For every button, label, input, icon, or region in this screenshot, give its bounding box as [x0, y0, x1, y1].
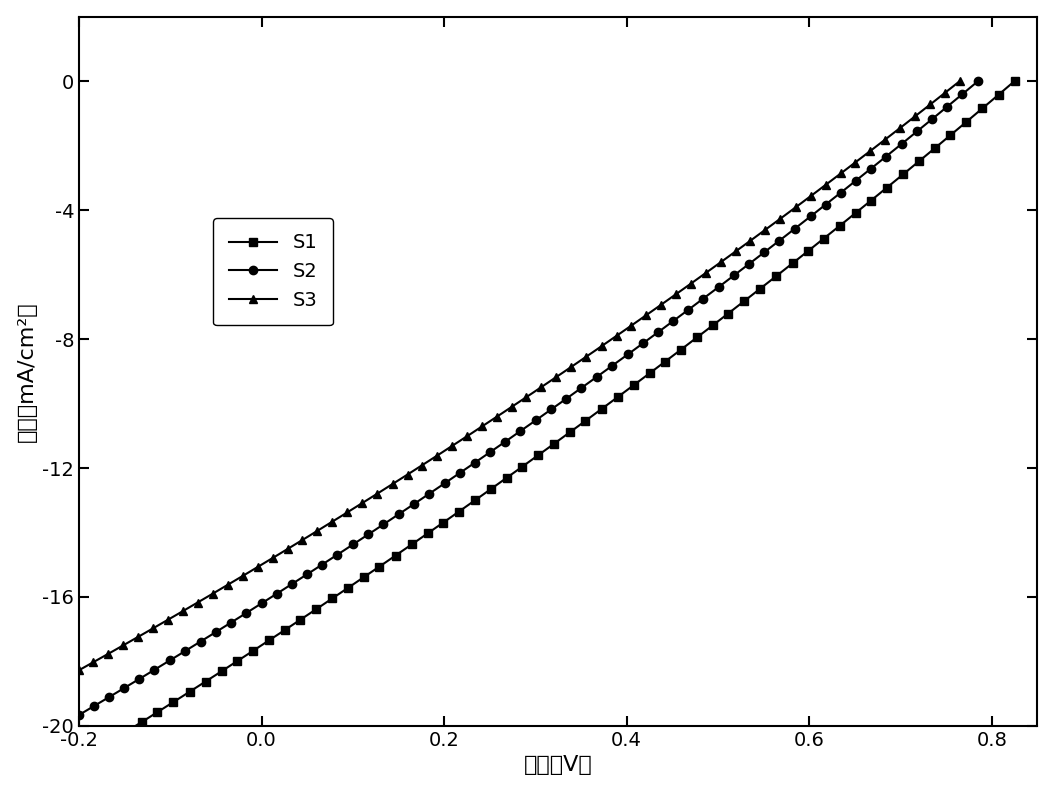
S1 — [231, 657, 243, 666]
S2 — [637, 339, 649, 348]
S1 — [373, 562, 386, 571]
S1 — [73, 756, 85, 766]
Line: S2: S2 — [75, 77, 982, 719]
S2 — [300, 569, 313, 579]
X-axis label: 电压（V）: 电压（V） — [524, 756, 592, 775]
S3 — [356, 498, 369, 508]
S3 — [371, 489, 384, 498]
S3 — [954, 76, 967, 86]
S1 — [1009, 76, 1021, 86]
S2 — [363, 530, 375, 539]
S3 — [326, 517, 338, 527]
S2 — [73, 710, 85, 720]
S3 — [73, 665, 85, 675]
S2 — [331, 550, 344, 559]
S1 — [341, 583, 354, 592]
S1 — [659, 357, 671, 367]
S1 — [389, 550, 402, 560]
S2 — [225, 618, 237, 627]
Line: S1: S1 — [75, 77, 1019, 765]
S2 — [972, 76, 984, 86]
S1 — [310, 604, 323, 614]
Line: S3: S3 — [75, 77, 964, 675]
Y-axis label: 电流（mA/cm²）: 电流（mA/cm²） — [17, 301, 37, 442]
S3 — [296, 535, 309, 545]
S2 — [377, 520, 390, 529]
S3 — [624, 322, 637, 331]
S3 — [221, 580, 234, 589]
Legend: S1, S2, S3: S1, S2, S3 — [213, 218, 333, 326]
